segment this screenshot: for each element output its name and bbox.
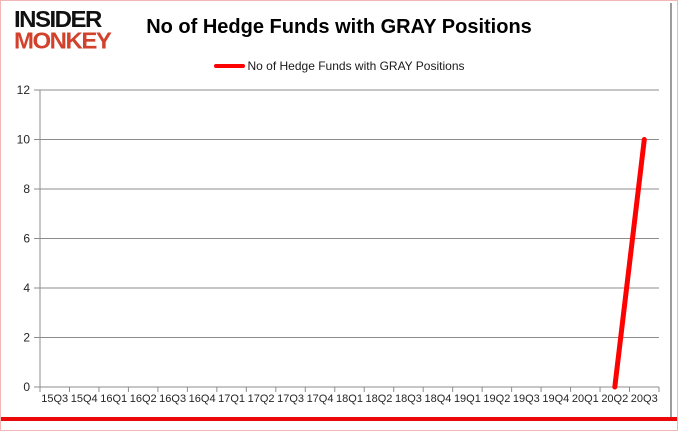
x-tick-label: 15Q4 [71, 393, 98, 405]
x-tick-label: 17Q1 [218, 393, 245, 405]
right-edge-rule [670, 3, 672, 417]
x-tick-label: 16Q3 [159, 393, 186, 405]
y-tick-label: 2 [23, 331, 30, 345]
x-tick-label: 18Q4 [424, 393, 451, 405]
x-tick-label: 17Q4 [307, 393, 334, 405]
x-tick-label: 16Q2 [130, 393, 157, 405]
chart-title: No of Hedge Funds with GRAY Positions [146, 16, 532, 38]
legend-label: No of Hedge Funds with GRAY Positions [247, 59, 465, 73]
insider-monkey-logo: INSIDER MONKEY [14, 6, 112, 55]
legend-line-swatch [213, 64, 245, 68]
x-tick-label: 19Q1 [454, 393, 481, 405]
x-tick-label: 15Q3 [41, 393, 68, 405]
x-tick-label: 17Q2 [248, 393, 275, 405]
x-tick-label: 18Q1 [336, 393, 363, 405]
y-tick-label: 4 [23, 281, 30, 295]
y-tick-label: 8 [23, 182, 30, 196]
x-tick-label: 16Q4 [189, 393, 216, 405]
x-tick-label: 16Q1 [100, 393, 127, 405]
x-tick-label: 18Q2 [366, 393, 393, 405]
legend: No of Hedge Funds with GRAY Positions [1, 59, 677, 73]
x-tick-label: 19Q4 [542, 393, 569, 405]
x-tick-label: 19Q2 [483, 393, 510, 405]
y-tick-label: 10 [17, 133, 31, 147]
x-tick-label: 17Q3 [277, 393, 304, 405]
logo-text-monkey: MONKEY [14, 28, 112, 55]
y-tick-label: 0 [23, 380, 30, 394]
y-tick-label: 6 [23, 232, 30, 246]
x-tick-label: 18Q3 [395, 393, 422, 405]
x-tick-label: 20Q1 [572, 393, 599, 405]
x-tick-label: 20Q3 [631, 393, 658, 405]
x-tick-label: 19Q3 [513, 393, 540, 405]
series-line [612, 137, 647, 390]
bottom-red-rule [1, 417, 677, 421]
logo-text-insider: INSIDER [14, 6, 102, 33]
y-tick-label: 12 [17, 83, 31, 97]
x-tick-label: 20Q2 [601, 393, 628, 405]
